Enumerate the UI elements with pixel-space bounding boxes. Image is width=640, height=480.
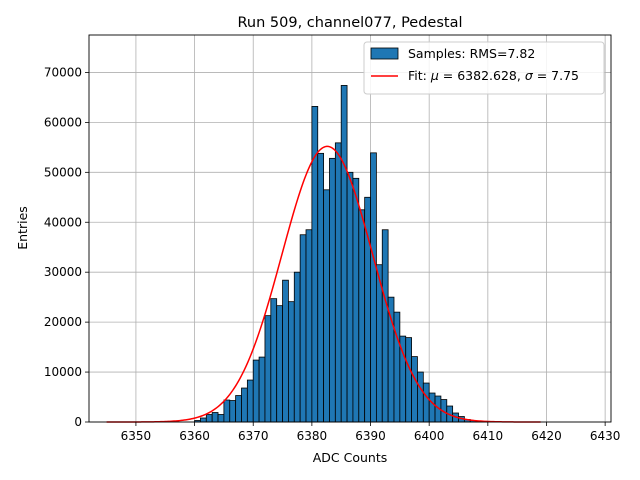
y-tick-label: 40000 (44, 215, 82, 229)
histogram-bar (405, 337, 412, 423)
histogram-bar (428, 392, 436, 423)
histogram-bar (340, 85, 348, 423)
x-tick-label: 6380 (297, 429, 328, 443)
y-axis-ticks: 0 10000 20000 30000 40000 50000 60000 70000 (44, 65, 89, 429)
x-tick-label: 6420 (531, 429, 562, 443)
histogram-bar (217, 414, 225, 423)
histogram-bar (241, 387, 248, 423)
histogram-bar (387, 296, 395, 423)
y-tick-label: 60000 (44, 115, 82, 129)
histogram-bar (346, 171, 354, 423)
histogram-bar (276, 305, 283, 423)
y-tick-label: 10000 (44, 365, 82, 379)
histogram-bar (358, 209, 366, 423)
x-axis-label: ADC Counts (313, 450, 388, 465)
plot-frame (88, 34, 612, 423)
histogram-bar (317, 152, 325, 423)
histogram-bar (258, 356, 266, 423)
x-axis-ticks: 6350 6360 6370 6380 6390 6400 6410 6420 6430 (121, 422, 621, 443)
y-tick-label: 50000 (44, 165, 82, 179)
x-tick-label: 6360 (179, 429, 210, 443)
histogram-bar (411, 356, 418, 423)
x-tick-label: 6370 (238, 429, 269, 443)
y-tick-label: 30000 (44, 265, 82, 279)
x-tick-label: 6350 (121, 429, 152, 443)
histogram-bar (246, 379, 254, 423)
histogram-bar (381, 229, 389, 423)
histogram-bar (323, 189, 330, 423)
histogram-bar (329, 157, 336, 423)
histogram-bar (352, 177, 360, 423)
fit-curve (106, 145, 541, 423)
x-tick-label: 6390 (355, 429, 386, 443)
histogram-bar (370, 152, 377, 423)
histogram-bar (229, 400, 237, 423)
y-tick-label: 0 (74, 415, 82, 429)
histogram-bar (205, 414, 213, 423)
histogram-bar (252, 359, 260, 423)
histogram-bar (293, 271, 301, 423)
histogram-bar (305, 229, 313, 423)
histogram-bar (235, 395, 242, 423)
histogram-bar (200, 417, 207, 423)
legend-box (363, 41, 605, 95)
histogram-bar (334, 142, 342, 423)
y-axis-label: Entries (15, 206, 30, 250)
x-tick-label: 6430 (590, 429, 621, 443)
histogram-bar (417, 371, 424, 423)
chart-title: Run 509, channel077, Pedestal (237, 15, 462, 31)
x-tick-label: 6410 (473, 429, 504, 443)
histogram-bar (211, 412, 219, 423)
x-tick-label: 6400 (414, 429, 445, 443)
histogram-bar (288, 301, 295, 423)
histogram-bar (223, 399, 231, 423)
y-tick-label: 70000 (44, 65, 82, 79)
histogram-bar (299, 234, 307, 423)
histogram-bar (264, 315, 272, 423)
legend-fit-label: Fit: μ = 6382.628, σ = 7.75 (408, 68, 579, 83)
legend-histogram-label: Samples: RMS=7.82 (408, 46, 535, 61)
histogram-bars (194, 85, 489, 423)
y-tick-label: 20000 (44, 315, 82, 329)
histogram-bar (270, 298, 278, 423)
histogram-bar (282, 279, 289, 423)
legend-histogram-swatch (370, 47, 399, 60)
legend: Samples: RMS=7.82 Fit: μ = 6382.628, σ =… (363, 41, 605, 95)
histogram-bar (422, 382, 430, 423)
